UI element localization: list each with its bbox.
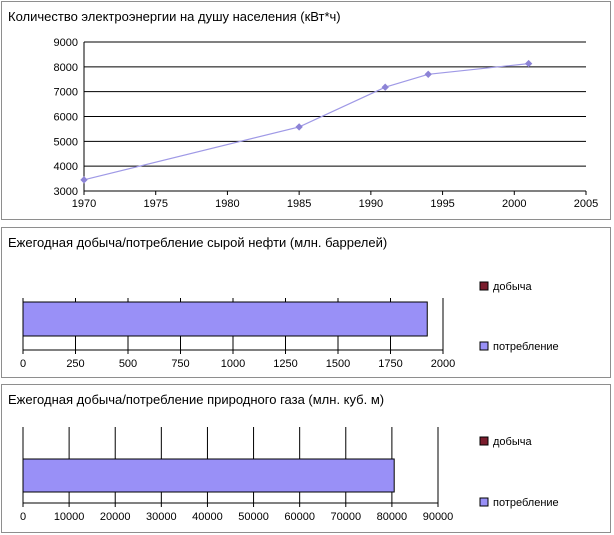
x-tick-label: 70000 [330,511,361,523]
legend-swatch [479,281,489,291]
y-tick-label: 3000 [54,186,78,198]
x-tick-label: 1995 [430,198,454,210]
legend-label: потребление [493,341,559,353]
x-tick-label: 0 [20,358,26,370]
x-tick-label: 2005 [574,198,598,210]
x-tick-label: 1990 [359,198,383,210]
x-tick-label: 90000 [423,511,454,523]
x-tick-label: 1980 [215,198,239,210]
x-tick-label: 1250 [273,358,297,370]
data-point [524,59,533,68]
gas-chart-panel: Ежегодная добыча/потребление природного … [1,384,611,533]
gas-bar-chart: 0 10000 20000 30000 40000 50000 60000 70000 8000… [20,427,559,523]
x-tick-label: 1970 [72,198,96,210]
chart-title: Количество электроэнергии на душу населе… [8,9,341,24]
data-point [80,176,88,184]
y-tick-label: 7000 [54,87,78,99]
x-tick-label: 250 [66,358,84,370]
data-point [381,83,389,91]
y-tick-label: 8000 [54,62,78,74]
x-tick-label: 1000 [221,358,245,370]
y-tick-label: 6000 [54,112,78,124]
legend-swatch [479,497,489,507]
x-tick-label: 2000 [502,198,526,210]
x-tick-label: 1985 [287,198,311,210]
x-tick-label: 1500 [326,358,350,370]
series-line [83,63,529,181]
y-tick-label: 5000 [54,136,78,148]
oil-bar-chart: 0 250 500 750 1000 1250 1500 1750 2000 добыча потр… [20,281,559,370]
x-tick-label: 10000 [54,511,85,523]
bar-consumption [22,301,428,337]
oil-chart-panel: Ежегодная добыча/потребление сырой нефти… [1,227,611,378]
legend-swatch [479,436,489,446]
x-tick-label: 80000 [377,511,408,523]
electricity-chart-panel: Количество электроэнергии на душу населе… [1,1,611,220]
x-tick-label: 1750 [378,358,402,370]
bar-consumption [22,458,395,493]
x-tick-label: 50000 [238,511,269,523]
x-tick-label: 2000 [431,358,455,370]
x-tick-label: 60000 [284,511,315,523]
x-tick-label: 0 [20,511,26,523]
legend-label: добыча [493,436,532,448]
electricity-line-chart: 3000 4000 5000 6000 7000 8000 9000 1970 1975 1980… [54,37,599,210]
data-point [424,70,432,78]
y-tick-label: 9000 [54,37,78,49]
chart-title: Ежегодная добыча/потребление природного … [8,392,385,407]
legend-label: потребление [493,497,559,509]
x-tick-label: 20000 [100,511,131,523]
x-tick-label: 750 [171,358,189,370]
chart-title: Ежегодная добыча/потребление сырой нефти… [8,235,388,250]
x-tick-label: 40000 [192,511,223,523]
y-tick-label: 4000 [54,161,78,173]
legend-swatch [479,341,489,351]
x-tick-label: 1975 [143,198,167,210]
x-tick-label: 500 [119,358,137,370]
legend-label: добыча [493,281,532,293]
data-point [295,123,303,131]
x-tick-label: 30000 [146,511,177,523]
